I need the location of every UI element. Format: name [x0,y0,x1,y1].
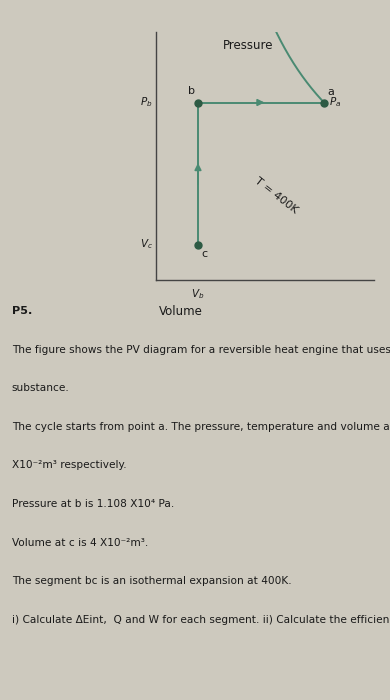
Text: P5.: P5. [12,306,32,316]
Text: substance.: substance. [12,384,69,393]
Text: $P_a$: $P_a$ [329,96,341,109]
Text: X10⁻²m³ respectively.: X10⁻²m³ respectively. [12,461,126,470]
Text: The segment bc is an isothermal expansion at 400K.: The segment bc is an isothermal expansio… [12,576,291,586]
Text: T = 400K: T = 400K [252,176,299,216]
Text: i) Calculate ΔEint,  Q and W for each segment. ii) Calculate the efficiency of t: i) Calculate ΔEint, Q and W for each seg… [12,615,390,624]
Text: a: a [327,88,334,97]
Text: c: c [201,249,207,259]
Text: Pressure: Pressure [223,39,274,52]
Text: b: b [188,86,195,97]
Text: $P_b$: $P_b$ [140,96,152,109]
Text: $V_c$: $V_c$ [140,237,152,251]
Text: Volume: Volume [159,305,203,318]
Text: The cycle starts from point a. The pressure, temperature and volume at a are  8.: The cycle starts from point a. The press… [12,422,390,432]
Text: Pressure at b is 1.108 X10⁴ Pa.: Pressure at b is 1.108 X10⁴ Pa. [12,499,174,509]
Text: Volume at c is 4 X10⁻²m³.: Volume at c is 4 X10⁻²m³. [12,538,148,547]
Text: $V_b$: $V_b$ [191,287,205,301]
Text: The figure shows the PV diagram for a reversible heat engine that uses  1mol.  o: The figure shows the PV diagram for a re… [12,345,390,355]
